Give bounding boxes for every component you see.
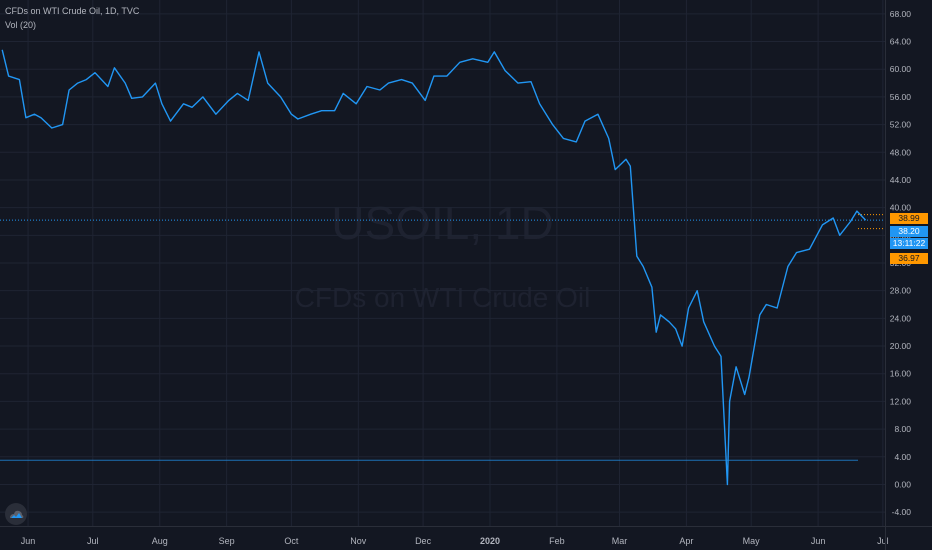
y-tick-label: 48.00	[890, 147, 912, 157]
x-tick-label: Dec	[415, 536, 432, 546]
volume-indicator-legend[interactable]: Vol (20)	[5, 20, 37, 30]
y-tick-label: 44.00	[890, 175, 912, 185]
x-tick-label: Aug	[152, 536, 168, 546]
y-tick-label: 64.00	[890, 37, 912, 47]
y-tick-label: 40.00	[890, 203, 912, 213]
tradingview-cloud-icon	[10, 510, 24, 518]
y-tick-label: 24.00	[890, 313, 912, 323]
y-tick-label: 60.00	[890, 64, 912, 74]
x-tick-label: Jun	[21, 536, 36, 546]
y-tick-label: 0.00	[894, 479, 911, 489]
y-tick-label: 16.00	[890, 369, 912, 379]
y-tick-label: 8.00	[894, 424, 911, 434]
x-tick-label: Sep	[219, 536, 235, 546]
x-tick-label: Feb	[549, 536, 565, 546]
x-tick-label: Mar	[612, 536, 628, 546]
y-tick-label: 20.00	[890, 341, 912, 351]
x-tick-label: Oct	[284, 536, 299, 546]
x-tick-label: Jun	[811, 536, 826, 546]
x-tick-label: May	[743, 536, 761, 546]
last-price-tag: 38.20	[890, 226, 928, 237]
y-tick-label: 28.00	[890, 286, 912, 296]
x-tick-label: Jul	[87, 536, 99, 546]
y-tick-label: 52.00	[890, 120, 912, 130]
x-tick-label: Apr	[679, 536, 693, 546]
countdown-tag: 13:11:22	[890, 238, 928, 249]
x-tick-label: Jul	[877, 536, 889, 546]
y-tick-label: 4.00	[894, 452, 911, 462]
tradingview-logo-button[interactable]	[5, 503, 27, 525]
x-tick-label: 2020	[480, 536, 500, 546]
y-tick-label: -4.00	[892, 507, 912, 517]
high-price-tag: 38.99	[890, 213, 928, 224]
low-price-tag: 36.97	[890, 253, 928, 264]
y-tick-label: 56.00	[890, 92, 912, 102]
y-tick-label: 12.00	[890, 396, 912, 406]
y-tick-label: 68.00	[890, 9, 912, 19]
price-line	[1, 49, 867, 486]
symbol-legend[interactable]: CFDs on WTI Crude Oil, 1D, TVC	[5, 6, 140, 16]
x-tick-label: Nov	[350, 536, 367, 546]
